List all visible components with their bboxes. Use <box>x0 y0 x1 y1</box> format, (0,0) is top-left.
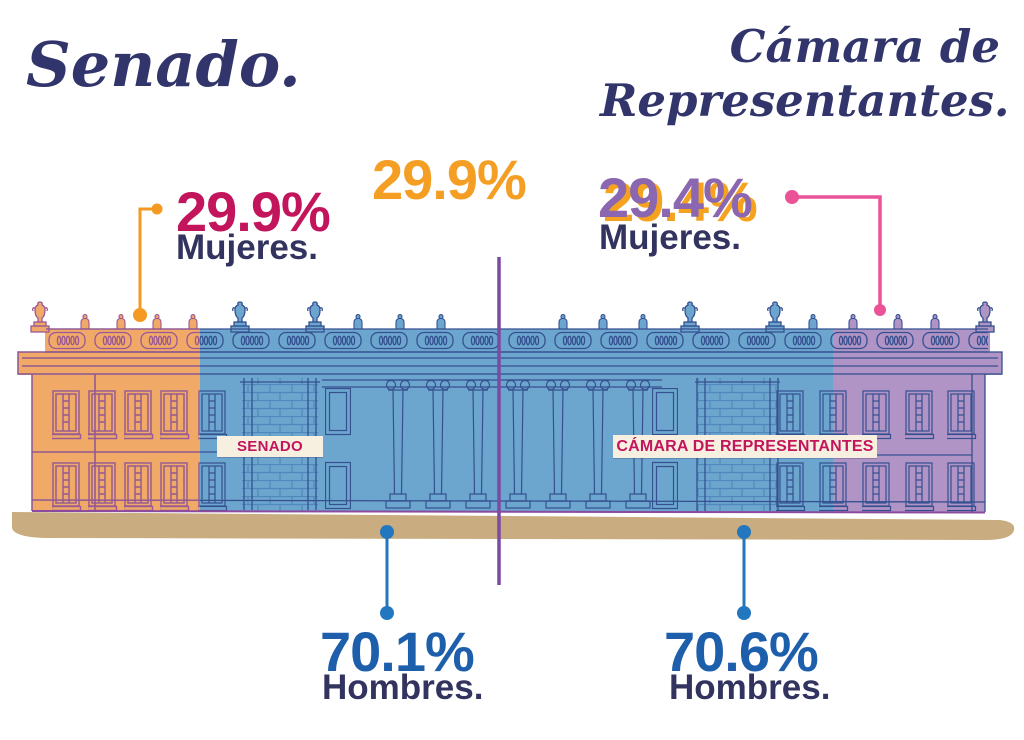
senate-women-section <box>18 329 200 512</box>
senate-women-percentage: 29.9% <box>176 180 331 243</box>
callout-senate-women <box>133 203 163 322</box>
center-women-percentage: 29.9% <box>372 148 527 211</box>
senate-plaque: SENADO <box>217 436 323 457</box>
senate-men-label: Hombres. <box>322 668 484 707</box>
chamber-women-percentage: 29.4% <box>598 166 753 229</box>
chamber-plaque: CÁMARA DE REPRESENTANTES <box>613 435 877 458</box>
callout-chamber-men <box>737 525 751 620</box>
callout-chamber-women <box>785 190 886 316</box>
senate-title: Senado. <box>26 28 301 101</box>
roof-finials <box>81 315 939 329</box>
senate-men-percentage: 70.1% <box>320 620 475 683</box>
ground-strip <box>12 512 1015 540</box>
senate-women-label: Mujeres. <box>176 228 318 267</box>
balustrade-right <box>200 330 988 352</box>
chamber-men-label: Hombres. <box>669 668 831 707</box>
chamber-title-line1: Cámara de <box>729 20 1000 73</box>
chamber-title-line2: Representantes. <box>600 74 1010 127</box>
balustrade-left <box>46 330 200 352</box>
chamber-men-percentage: 70.6% <box>664 620 819 683</box>
chamber-title: Cámara de Representantes. <box>600 20 1010 128</box>
callout-senate-men <box>380 525 394 620</box>
building-baseline <box>31 510 986 514</box>
chamber-women-label: Mujeres. <box>599 218 741 257</box>
